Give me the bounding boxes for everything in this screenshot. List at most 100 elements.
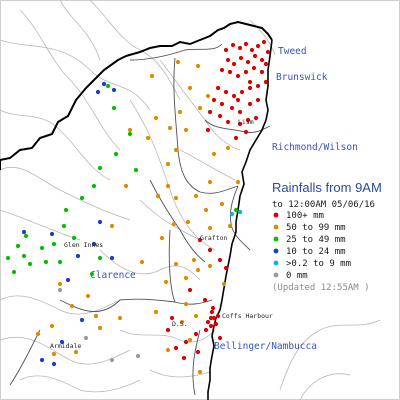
station-dot-heavy [239,89,245,95]
station-dot-moderate [73,349,79,355]
station-dot-trace [229,211,235,217]
station-dot-light [51,361,57,367]
station-dot-heavy [247,101,253,107]
station-dot-heavy [223,89,229,95]
state-border [0,20,273,170]
station-dot-mid [63,207,69,213]
station-dot-dry [83,335,89,341]
station-dot-mid [27,261,33,267]
station-dot-moderate [153,115,159,121]
station-dot-heavy [225,119,231,125]
station-dot-heavy [219,67,225,73]
station-dot-moderate [155,193,161,199]
station-dot-moderate [183,275,189,281]
station-dot-moderate [227,223,233,229]
station-dot-light [101,81,107,87]
station-dot-heavy [229,105,235,111]
station-dot-moderate [187,337,193,343]
station-dot-mid [71,235,77,241]
station-dot-moderate [193,313,199,319]
station-dot-heavy [209,309,215,315]
station-dot-moderate [195,63,201,69]
region-label-brunswick: Brunswick [276,72,328,83]
legend-swatch [273,272,279,278]
station-dot-mid [97,255,103,261]
station-dot-heavy [205,319,211,325]
station-dot-moderate [193,193,199,199]
station-dot-light [59,339,65,345]
station-dot-light [75,253,81,259]
station-dot-heavy [193,331,199,337]
station-dot-mid [15,243,21,249]
legend-item-label: 100+ mm [286,211,324,221]
town-label-armidale: Armidale [50,342,81,350]
station-dot-heavy [169,315,175,321]
station-dot-moderate [187,85,193,91]
station-dot-dry [109,357,115,363]
station-dot-mid [79,195,85,201]
station-dot-mid [43,259,49,265]
station-dot-mid [233,207,239,213]
station-dot-heavy [263,61,269,67]
station-dot-heavy [238,55,244,61]
station-dot-heavy [173,345,179,351]
station-dot-moderate [179,319,185,325]
station-dot-heavy [208,323,214,329]
legend-swatch [273,224,279,230]
legend-swatch [273,248,279,254]
station-dot-mid [23,233,29,239]
legend-items: 100+ mm 50 to 99 mm 25 to 49 mm 10 to 24 mm… [273,211,351,281]
station-dot-light [95,89,101,95]
station-dot-heavy [210,305,216,311]
station-dot-heavy [233,135,239,141]
station-dot-moderate [165,161,171,167]
station-dot-heavy [237,121,243,127]
station-dot-heavy [225,57,231,63]
station-dot-heavy [183,339,189,345]
station-dot-heavy [245,59,251,65]
station-dot-heavy [219,101,225,107]
legend-item-label: >0.2 to 9 mm [286,259,351,269]
station-dot-light [21,229,27,235]
station-dot-heavy [207,109,213,115]
legend-item-label: 50 to 99 mm [286,223,346,233]
station-dot-heavy [247,85,253,91]
station-dot-heavy [231,61,237,67]
station-dot-heavy [255,43,261,49]
station-dot-heavy [230,42,236,48]
station-dot-mid [21,253,27,259]
station-dot-moderate [49,323,55,329]
station-dot-mid [39,245,45,251]
station-dot-heavy [217,113,223,119]
station-dot-moderate [123,183,129,189]
station-dot-moderate [69,303,75,309]
station-dot-heavy [211,315,217,321]
legend-swatch [273,260,279,266]
region-label-tweed: Tweed [278,46,307,57]
station-dot-mid [5,255,11,261]
station-dot-moderate [159,235,165,241]
town-label-lismore: Lism [238,118,254,126]
station-dot-mid [11,269,17,275]
station-dot-heavy [217,335,223,341]
station-dot-heavy [181,355,187,361]
station-dot-mid [113,151,119,157]
station-dot-heavy [243,41,249,47]
station-dot-light [91,241,97,247]
station-dot-mid [111,105,117,111]
station-dot-moderate [221,281,227,287]
station-dot-heavy [235,97,241,103]
station-dot-moderate [97,325,103,331]
station-dot-moderate [175,59,181,65]
station-dot-trace [237,209,243,215]
station-dot-moderate [191,257,197,263]
region-label-clarence: Clarence [90,270,136,281]
station-dot-moderate [173,147,179,153]
legend-swatch [273,236,279,242]
station-dot-heavy [255,97,261,103]
station-dot-heavy [251,65,257,71]
station-dot-moderate [109,223,115,229]
station-dot-light [79,317,85,323]
station-dot-heavy [215,85,221,91]
